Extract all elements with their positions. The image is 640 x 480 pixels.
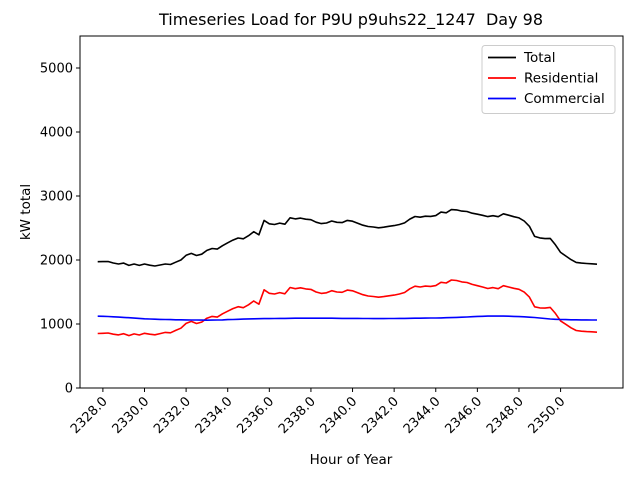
x-axis-label: Hour of Year xyxy=(310,452,393,468)
x-tick-label: 2348.0 xyxy=(484,394,527,437)
y-tick-label: 3000 xyxy=(40,190,73,205)
x-tick-label: 2330.0 xyxy=(110,394,153,437)
x-tick-label: 2332.0 xyxy=(151,394,194,437)
y-tick-label: 1000 xyxy=(40,318,73,333)
total-line xyxy=(97,208,598,267)
x-tick-label: 2350.0 xyxy=(526,394,569,437)
y-tick-label: 2000 xyxy=(40,254,73,269)
y-tick-label: 4000 xyxy=(40,126,73,141)
legend-label: Total xyxy=(523,50,556,66)
x-tick-label: 2334.0 xyxy=(193,394,236,437)
commercial-line xyxy=(97,315,597,322)
x-tick-label: 2338.0 xyxy=(276,394,319,437)
x-tick-label: 2342.0 xyxy=(359,394,402,437)
legend: Total Residential Commercial xyxy=(481,45,616,114)
y-axis-label: kW total xyxy=(18,184,34,240)
y-tick-label: 5000 xyxy=(40,62,73,77)
chart-title: Timeseries Load for P9U p9uhs22_1247 Day… xyxy=(158,10,543,30)
legend-label: Commercial xyxy=(524,91,605,107)
x-tick-label: 2340.0 xyxy=(318,394,361,437)
x-tick-label: 2344.0 xyxy=(401,394,444,437)
y-tick-label: 0 xyxy=(65,382,73,397)
axes-frame xyxy=(79,35,624,389)
x-tick-label: 2328.0 xyxy=(68,394,111,437)
x-tick-label: 2336.0 xyxy=(234,394,277,437)
residential-line xyxy=(97,279,598,337)
legend-box xyxy=(481,45,616,114)
x-tick-label: 2346.0 xyxy=(442,394,485,437)
legend-label: Residential xyxy=(524,71,598,87)
